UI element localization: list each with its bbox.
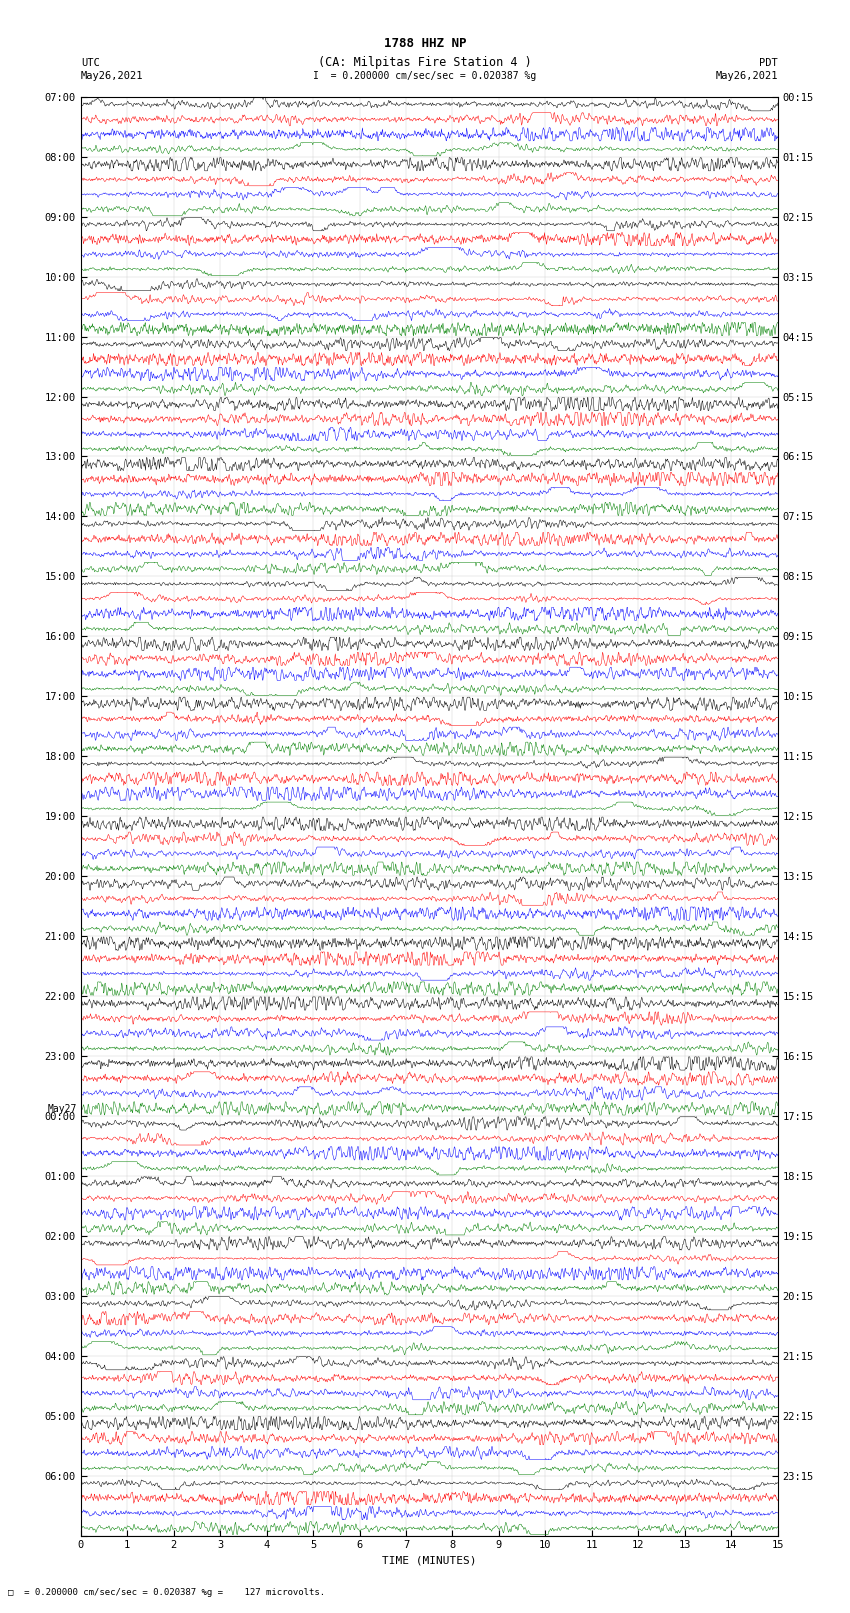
Text: I  = 0.200000 cm/sec/sec = 0.020387 %g: I = 0.200000 cm/sec/sec = 0.020387 %g bbox=[314, 71, 536, 81]
Text: (CA: Milpitas Fire Station 4 ): (CA: Milpitas Fire Station 4 ) bbox=[318, 56, 532, 69]
Text: UTC: UTC bbox=[81, 58, 99, 68]
Text: PDT: PDT bbox=[759, 58, 778, 68]
Text: May27: May27 bbox=[47, 1105, 76, 1115]
Text: May26,2021: May26,2021 bbox=[81, 71, 144, 81]
Text: 1788 HHZ NP: 1788 HHZ NP bbox=[383, 37, 467, 50]
Text: □  = 0.200000 cm/sec/sec = 0.020387 %g =    127 microvolts.: □ = 0.200000 cm/sec/sec = 0.020387 %g = … bbox=[8, 1587, 326, 1597]
X-axis label: TIME (MINUTES): TIME (MINUTES) bbox=[382, 1557, 477, 1566]
Text: May26,2021: May26,2021 bbox=[715, 71, 778, 81]
